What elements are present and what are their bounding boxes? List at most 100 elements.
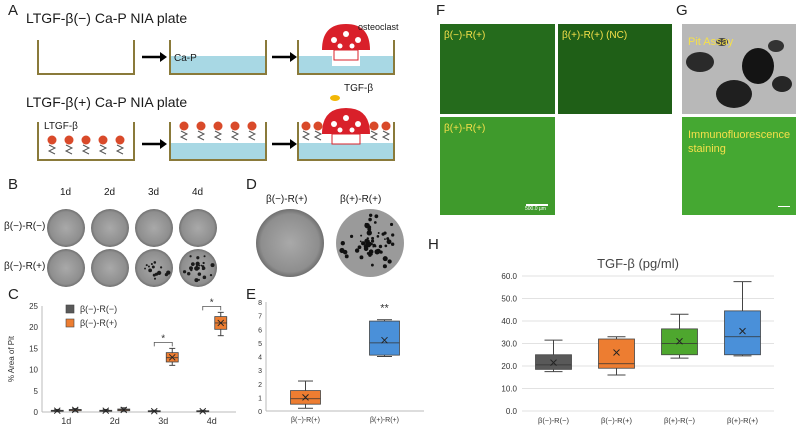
pit-mark [368, 243, 372, 247]
panel-letter-f: F [436, 2, 446, 19]
box [724, 310, 761, 356]
pit-mark [374, 214, 379, 219]
pit-mark [195, 266, 199, 270]
y-tick-label: 20.0 [501, 362, 517, 371]
y-tick-label: 10.0 [501, 385, 517, 394]
pit-mark [357, 245, 362, 250]
fluorescence-image [440, 117, 555, 215]
osteoclast-label: osteoclast [358, 22, 399, 32]
y-tick-label: 0 [258, 409, 262, 416]
pit-mark [366, 251, 370, 255]
plate-label: β(−)-R(+) [266, 194, 308, 205]
panel-a-schematic [37, 24, 395, 161]
row-label: β(−)-R(−) [4, 221, 46, 232]
mean-marker [120, 406, 128, 414]
y-tick-label: 0 [34, 408, 39, 417]
pit-mark [384, 244, 388, 248]
y-tick-label: 8 [258, 300, 262, 307]
box [369, 320, 400, 356]
pit-mark [154, 272, 159, 276]
y-tick-label: 30.0 [501, 340, 517, 349]
panel-a-title-positive: LTGF-β(+) Ca-P NIA plate [26, 94, 188, 110]
pit-mark [198, 278, 200, 281]
x-tick-label: 2d [110, 416, 120, 426]
tether-icon [47, 144, 57, 155]
mean-marker [199, 407, 207, 415]
pit-mark [363, 246, 369, 252]
pit-mark [361, 241, 366, 246]
ltgf-molecule-icon [213, 121, 223, 131]
mean-marker [150, 407, 158, 415]
pit-mark [377, 232, 380, 234]
pit-mark [370, 239, 375, 243]
pit-mark [340, 241, 345, 246]
mean-marker [71, 406, 79, 414]
pit-mark [388, 240, 391, 243]
cap-well [169, 40, 267, 75]
tgf-beta-icon [330, 95, 340, 101]
pit-mark [378, 244, 383, 249]
ltgf-well [37, 122, 135, 161]
x-tick-label: 4d [207, 416, 217, 426]
pit-mark [148, 268, 153, 273]
mean-marker [168, 353, 176, 361]
x-tick-label: β(−)-R(+) [601, 416, 632, 425]
pit-mark [147, 265, 150, 268]
tether-icon [369, 130, 379, 141]
x-tick-label: 3d [158, 416, 168, 426]
mean-marker [613, 349, 620, 356]
x-tick-label: β(−)-R(+) [291, 417, 320, 424]
pit-mark [200, 264, 203, 267]
pit-mark [367, 225, 372, 230]
mean-marker [676, 337, 683, 345]
scale-label: 500.0 µm [525, 206, 546, 212]
ltgf-molecule-icon [81, 135, 91, 145]
pit-mark [387, 259, 392, 264]
chart-e: 0 1 2 3 4 5 6 7 8 β(−)-R(+) β(+)-R(+) ** [258, 300, 424, 424]
y-axis-label: % Area of Pit [7, 335, 16, 382]
legend-swatch [65, 304, 75, 314]
day-label: 4d [192, 187, 204, 198]
ltgf-molecules [301, 121, 391, 141]
cap-label: Ca-P [174, 53, 197, 64]
pit-mark [344, 254, 349, 259]
ltgf-molecule-icon [230, 121, 240, 131]
pit-mark [382, 256, 388, 262]
ltgf-beta-label: LTGF-β [44, 121, 78, 132]
ltgf-molecules [47, 135, 125, 155]
tether-icon [81, 144, 91, 155]
y-tick-label: 5 [34, 387, 39, 396]
day-label: 3d [148, 187, 160, 198]
y-tick-label: 4 [258, 355, 262, 362]
pit-mark [198, 264, 201, 267]
pit-mark [371, 236, 375, 240]
pit-mark [360, 234, 363, 237]
well-negative [256, 209, 324, 277]
mean-marker [302, 394, 309, 401]
y-tick-label: 60.0 [501, 272, 517, 281]
tgf-beta-label: TGF-β [344, 83, 374, 94]
mean-marker [739, 327, 746, 335]
pit-mark [197, 272, 202, 276]
ltgf-molecules [179, 121, 257, 141]
y-tick-label: 10 [29, 366, 38, 375]
row-label: β(−)-R(+) [4, 261, 46, 272]
significance-marker: * [161, 333, 165, 344]
ltgf-molecule-icon [179, 121, 189, 131]
x-tick-label: β(+)-R(−) [664, 416, 695, 425]
ltgf-molecule-icon [313, 121, 323, 131]
ltgf-molecule-icon [47, 135, 57, 145]
significance-bracket [153, 342, 173, 347]
well-image [135, 209, 173, 247]
pit-mark [210, 263, 215, 268]
y-tick-label: 3 [258, 368, 262, 375]
arrow-icon [272, 52, 297, 62]
y-tick-label: 50.0 [501, 295, 517, 304]
tether-icon [230, 130, 240, 141]
tether-icon [179, 130, 189, 141]
tether-icon [301, 130, 311, 141]
ltgf-molecule-icon [98, 135, 108, 145]
panel-letter-c: C [8, 286, 19, 303]
pit-mark [157, 270, 162, 276]
pit-mark [368, 249, 374, 255]
